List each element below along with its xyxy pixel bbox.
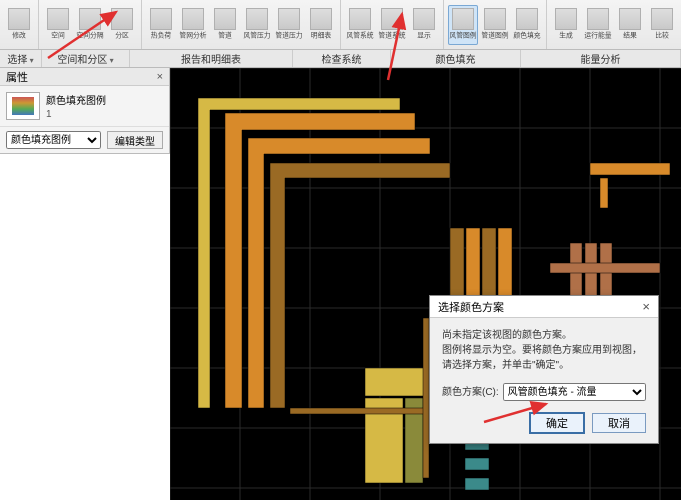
ribbon-icon — [587, 8, 609, 30]
ribbon-label: 运行能量 — [584, 32, 611, 39]
ribbon-group: 热负荷 管网分析 管道 风管压力管道压力 明细表 — [142, 0, 341, 49]
ribbon-label: 管道图例 — [481, 32, 508, 39]
ribbon-button[interactable]: 显示 — [409, 5, 439, 45]
properties-thumbnail-row: 颜色填充图例 1 — [0, 86, 169, 127]
group-label[interactable]: 检查系统 — [293, 50, 391, 67]
legend-thumbnail — [6, 92, 40, 120]
color-scheme-dialog: 选择颜色方案 × 尚未指定该视图的颜色方案。 图例将显示为空。要将颜色方案应用到… — [429, 295, 659, 444]
ribbon-icon — [8, 8, 30, 30]
ribbon-label: 风管系统 — [346, 32, 373, 39]
ribbon-icon — [651, 8, 673, 30]
group-label[interactable]: 颜色填充 — [391, 50, 521, 67]
ribbon-group: 修改 — [0, 0, 39, 49]
legend-count: 1 — [46, 109, 106, 120]
category-select[interactable]: 颜色填充图例 — [6, 131, 101, 149]
ribbon-button[interactable]: 结果 — [615, 5, 645, 45]
ribbon-label: 分区 — [115, 32, 129, 39]
ribbon-group: 风管图例管道图例颜色填充 — [444, 0, 547, 49]
ribbon-icon — [484, 8, 506, 30]
ribbon-icon — [555, 8, 577, 30]
ribbon-label: 显示 — [417, 32, 431, 39]
ribbon-button[interactable]: 管道 — [210, 5, 240, 45]
cancel-button[interactable]: 取消 — [592, 413, 646, 433]
dialog-buttons: 确定 取消 — [430, 407, 658, 443]
dialog-body: 尚未指定该视图的颜色方案。 图例将显示为空。要将颜色方案应用到视图， 请选择方案… — [430, 318, 658, 407]
ribbon-button[interactable]: 修改 — [4, 5, 34, 45]
dialog-msg-1: 尚未指定该视图的颜色方案。 — [442, 328, 646, 343]
ribbon-button[interactable]: 热负荷 — [146, 5, 176, 45]
ribbon-label: 管网分析 — [179, 32, 206, 39]
ribbon-label: 空间分隔 — [76, 32, 103, 39]
group-label[interactable]: 能量分析 — [521, 50, 681, 67]
legend-name: 颜色填充图例 — [46, 92, 106, 107]
ribbon-button[interactable]: 风管压力 — [242, 5, 272, 45]
properties-title: 属性 — [6, 69, 28, 85]
ribbon-group-labels: 选择空间和分区报告和明细表检查系统颜色填充能量分析 — [0, 50, 681, 68]
dialog-msg-3: 请选择方案，并单击"确定"。 — [442, 358, 646, 373]
ribbon-icon — [111, 8, 133, 30]
close-icon[interactable]: × — [157, 71, 163, 83]
ribbon-icon — [79, 8, 101, 30]
ribbon-label: 管道 — [218, 32, 232, 39]
ribbon-button[interactable]: 风管图例 — [448, 5, 478, 45]
ribbon-icon — [619, 8, 641, 30]
ribbon-icon — [150, 8, 172, 30]
ribbon-group: 风管系统管道系统 显示 — [341, 0, 444, 49]
ribbon-label: 管道压力 — [275, 32, 302, 39]
ribbon-label: 颜色填充 — [513, 32, 540, 39]
ribbon-label: 生成 — [559, 32, 573, 39]
group-label[interactable]: 报告和明细表 — [130, 50, 293, 67]
ribbon-icon — [214, 8, 236, 30]
ribbon-label: 修改 — [12, 32, 26, 39]
dialog-title-bar[interactable]: 选择颜色方案 × — [430, 296, 658, 318]
dialog-close-icon[interactable]: × — [642, 299, 650, 314]
ribbon-icon — [349, 8, 371, 30]
dialog-title: 选择颜色方案 — [438, 299, 504, 315]
ribbon-button[interactable]: 管道压力 — [274, 5, 304, 45]
ribbon-icon — [516, 8, 538, 30]
ribbon-label: 结果 — [623, 32, 637, 39]
ribbon-button[interactable]: 空间 — [43, 5, 73, 45]
ribbon-group: 生成 运行能量 结果 比较 — [547, 0, 681, 49]
ribbon-button[interactable]: 管网分析 — [178, 5, 208, 45]
group-label[interactable]: 选择 — [0, 50, 42, 67]
ribbon-label: 风管压力 — [243, 32, 270, 39]
ribbon-group: 空间 空间分隔 分区 — [39, 0, 142, 49]
ribbon-button[interactable]: 管道图例 — [480, 5, 510, 45]
ribbon-label: 热负荷 — [151, 32, 171, 39]
ribbon-icon — [47, 8, 69, 30]
ok-button[interactable]: 确定 — [530, 413, 584, 433]
group-label[interactable]: 空间和分区 — [42, 50, 130, 67]
dialog-scheme-row: 颜色方案(C): 风管颜色填充 - 流量 — [442, 383, 646, 401]
ribbon-button[interactable]: 明细表 — [306, 5, 336, 45]
scheme-label: 颜色方案(C): — [442, 385, 499, 400]
ribbon-icon — [310, 8, 332, 30]
ribbon-label: 空间 — [51, 32, 65, 39]
ribbon-label: 明细表 — [311, 32, 331, 39]
properties-title-bar: 属性 × — [0, 68, 169, 86]
ribbon-label: 比较 — [655, 32, 669, 39]
ribbon-icon — [381, 8, 403, 30]
ribbon-button[interactable]: 生成 — [551, 5, 581, 45]
ribbon-button[interactable]: 比较 — [647, 5, 677, 45]
ribbon-button[interactable]: 运行能量 — [583, 5, 613, 45]
properties-category-row: 颜色填充图例 编辑类型 — [0, 127, 169, 153]
ribbon: 修改 空间 空间分隔 分区 热负荷 管网分析 管道 风管压力管道压力 明细表 风管系统管道系统 显示… — [0, 0, 681, 50]
ribbon-icon — [182, 8, 204, 30]
ribbon-button[interactable]: 分区 — [107, 5, 137, 45]
properties-panel: 属性 × 颜色填充图例 1 颜色填充图例 编辑类型 — [0, 68, 170, 154]
ribbon-label: 管道系统 — [378, 32, 405, 39]
ribbon-button[interactable]: 风管系统 — [345, 5, 375, 45]
ribbon-label: 风管图例 — [449, 32, 476, 39]
dialog-msg-2: 图例将显示为空。要将颜色方案应用到视图， — [442, 343, 646, 358]
ribbon-icon — [278, 8, 300, 30]
edit-type-button[interactable]: 编辑类型 — [107, 131, 163, 149]
ribbon-icon — [413, 8, 435, 30]
ribbon-icon — [246, 8, 268, 30]
ribbon-button[interactable]: 管道系统 — [377, 5, 407, 45]
ribbon-button[interactable]: 颜色填充 — [512, 5, 542, 45]
ribbon-icon — [452, 8, 474, 30]
scheme-select[interactable]: 风管颜色填充 - 流量 — [503, 383, 646, 401]
ribbon-button[interactable]: 空间分隔 — [75, 5, 105, 45]
